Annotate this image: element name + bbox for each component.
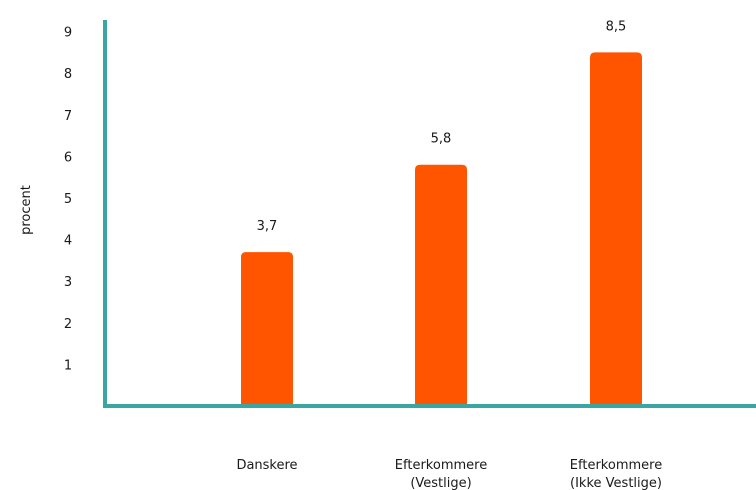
data-labels: 3,7 5,8 8,5 bbox=[257, 19, 627, 234]
y-tick-label: 2 bbox=[64, 317, 72, 332]
category-label: (Ikke Vestlige) bbox=[570, 476, 662, 490]
y-tick-label: 1 bbox=[64, 358, 72, 373]
category-label: Danskere bbox=[236, 458, 297, 473]
y-tick-label: 5 bbox=[64, 192, 72, 207]
bar bbox=[590, 52, 642, 407]
y-tick-label: 8 bbox=[64, 67, 72, 82]
y-tick-label: 9 bbox=[64, 26, 72, 41]
y-tick-label: 3 bbox=[64, 275, 72, 290]
bar bbox=[241, 252, 293, 406]
axes bbox=[103, 20, 756, 408]
category-label: Efterkommere bbox=[570, 458, 662, 473]
data-label: 3,7 bbox=[257, 219, 278, 234]
bar bbox=[415, 164, 467, 406]
y-axis-ticks: 1 2 3 4 5 6 7 8 9 bbox=[64, 26, 72, 374]
category-label: Efterkommere bbox=[395, 458, 487, 473]
y-tick-label: 7 bbox=[64, 109, 72, 124]
y-tick-label: 6 bbox=[64, 150, 72, 165]
bars bbox=[241, 52, 642, 407]
y-tick-label: 4 bbox=[64, 234, 72, 249]
y-axis-label: procent bbox=[19, 185, 34, 235]
data-label: 5,8 bbox=[431, 132, 452, 147]
category-labels: Danskere Efterkommere (Vestlige) Efterkomme… bbox=[236, 458, 662, 490]
data-label: 8,5 bbox=[606, 19, 627, 34]
category-label: (Vestlige) bbox=[410, 476, 471, 490]
